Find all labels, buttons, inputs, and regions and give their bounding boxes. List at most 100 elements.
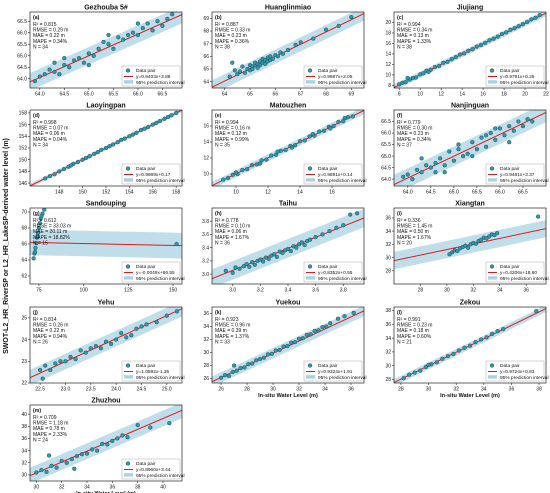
stat-line: MAPE = 0.04% [33,137,68,143]
panel-letter: (f) [397,113,402,119]
x-tick-label: 65 [247,92,253,98]
data-point [299,240,304,245]
plot-frame [211,109,365,187]
x-tick-label: 66.0 [133,92,143,98]
stat-line: MAPE = 1.67% [215,235,250,241]
x-tick-label: 67 [298,92,304,98]
legend-band-label: 95% prediction interval [318,80,367,86]
y-tick-label: 64.5 [17,65,27,71]
data-point [320,232,325,237]
stat-line: RMSE = 1.45 m [397,224,432,230]
panel-title: Zekou [460,300,481,307]
x-tick-label: 66.5 [158,92,168,98]
y-tick-label: 40 [21,412,27,418]
x-tick-label: 36 [348,387,354,393]
data-point [473,241,478,246]
y-tick-label: 62 [21,274,27,280]
legend-point-label: Data pair [136,363,156,369]
data-point [412,370,417,375]
x-tick-label: 148 [55,190,64,196]
legend-point-label: Data pair [500,166,520,172]
legend-point-marker [307,68,313,73]
data-point [91,53,96,58]
data-point [273,348,278,353]
panel-letter: (m) [33,408,41,414]
data-point [99,147,104,152]
data-point [53,361,58,366]
data-point [250,66,255,72]
data-point [419,156,424,161]
x-tick-label: 68 [323,92,329,98]
legend-band-label: 95% prediction interval [500,80,549,86]
stat-line: RMSE = 0.96 m [215,323,250,329]
data-point [516,119,521,124]
x-tick-label: 65.0 [449,190,459,196]
panel-title: Yuekou [276,300,301,307]
x-tick-label: 16 [329,190,335,196]
data-point [245,167,250,172]
data-point [285,47,291,53]
data-point [320,325,325,330]
data-point [164,313,169,318]
data-point [103,339,109,344]
stat-line: N = 20 [397,240,412,246]
data-point [442,163,447,168]
legend-fit-label: y=0.9403x+3.88 [136,74,171,80]
y-tick-label: 24 [21,337,27,343]
y-tick-label: 66 [21,242,27,248]
data-point [462,345,467,350]
panels: Gezhouba 5# 64.0 64.5 65.0 65.5 66.0 66.5 64.0 6… [17,5,549,493]
plot-content [394,307,546,383]
data-point [225,175,231,181]
y-tick-label: 68 [203,29,209,35]
x-tick-label: 66.0 [495,190,505,196]
x-tick-label: 38 [536,387,542,393]
legend-point-marker [125,363,131,368]
data-point [92,151,97,156]
stat-line: MAE = 0.13 m [397,33,429,39]
panel: Laoyingpan 148 150 152 154 156 158 146 148 150 152… [19,103,185,196]
data-point [126,32,131,38]
data-point [294,245,299,250]
panel: Matouzhen 10 12 14 16 10 12 14 16 (e)R² = 0.994RM… [203,103,366,196]
data-point [103,145,109,151]
x-tick-label: 16 [480,92,486,98]
data-point [34,470,39,475]
y-tick-label: 28 [385,268,391,274]
x-tick-label: 34 [481,387,487,393]
data-point [113,337,119,342]
data-point [447,149,452,154]
data-point [401,376,406,381]
plot-content [30,12,182,88]
y-tick-label: 158 [19,111,28,117]
x-tick-label: 3.8 [340,288,347,294]
data-point [100,441,105,446]
data-point [80,157,85,162]
data-point [296,336,302,341]
data-point [145,21,150,26]
data-point [456,348,461,353]
legend-fit-label: y=0.8352x+0.55 [318,270,353,276]
y-tick-label: 36 [385,322,391,328]
stat-line: N = 34 [33,142,48,148]
data-point [240,167,245,173]
data-point [237,266,242,271]
data-point [495,329,500,334]
data-point [275,149,280,154]
data-point [230,270,235,275]
y-tick-label: 22 [21,381,27,387]
data-point [499,31,505,37]
stat-line: MAE = 0.39 m [215,328,247,334]
data-point [470,47,475,52]
data-point [72,466,77,471]
x-tick-label: 66 [273,92,279,98]
panel-title: Xiangtan [455,201,485,208]
y-tick-label: 32 [203,337,209,343]
x-tick-label: 26 [218,387,224,393]
data-point [529,17,534,22]
data-point [434,360,439,365]
data-point [107,144,112,149]
data-point [174,241,179,247]
plot-frame [211,306,365,384]
data-point [165,114,171,120]
